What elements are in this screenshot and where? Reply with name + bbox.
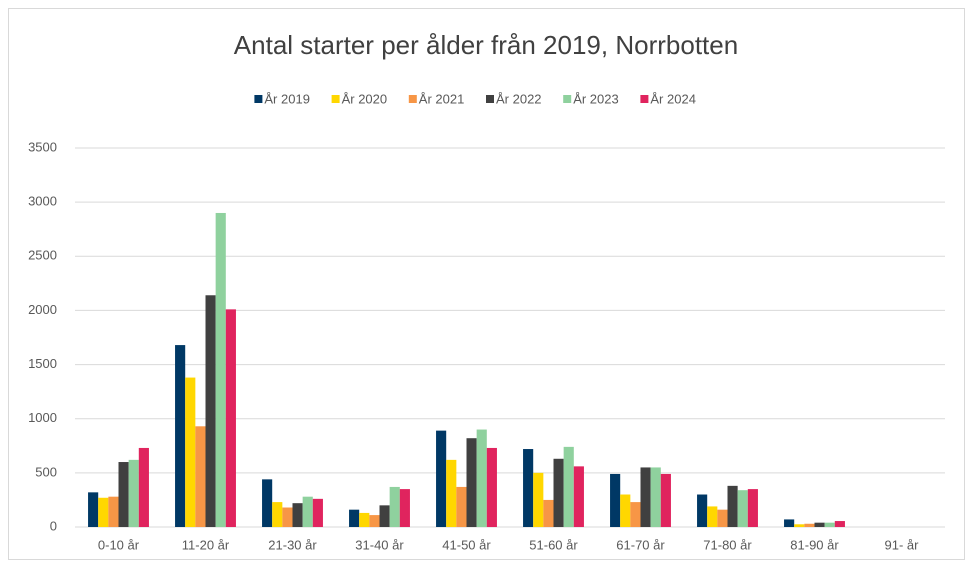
legend-swatch — [563, 95, 572, 103]
bar — [573, 466, 584, 527]
bar — [476, 429, 487, 527]
bar — [272, 502, 283, 527]
legend-label: År 2024 — [650, 91, 696, 106]
x-tick-label: 81-90 år — [790, 537, 839, 552]
bar — [262, 479, 273, 527]
bar — [185, 377, 196, 527]
bar — [486, 447, 497, 527]
bar — [794, 524, 805, 527]
legend-swatch — [486, 95, 494, 103]
bar — [717, 509, 728, 527]
legend-swatch — [408, 95, 417, 103]
bar — [436, 430, 447, 527]
legend-swatch — [254, 95, 263, 103]
bar — [630, 502, 641, 527]
bar — [98, 497, 109, 527]
bar — [456, 486, 467, 527]
bar — [446, 459, 457, 527]
bar — [610, 473, 621, 527]
legend-label: År 2023 — [573, 91, 619, 106]
bar — [553, 458, 564, 527]
y-tick-label: 1000 — [28, 410, 57, 425]
x-tick-label: 71-80 år — [703, 537, 752, 552]
legend-swatch — [331, 95, 340, 103]
bar — [225, 309, 236, 527]
bar — [466, 438, 477, 527]
bar — [660, 473, 671, 527]
y-tick-label: 500 — [35, 464, 57, 479]
bar — [175, 345, 186, 527]
bar — [784, 519, 795, 527]
bar — [620, 494, 631, 527]
bar — [814, 522, 825, 527]
y-tick-label: 3500 — [28, 139, 57, 154]
bar — [563, 446, 574, 527]
bar — [650, 467, 661, 527]
bar — [292, 503, 303, 527]
bar — [369, 515, 380, 527]
bar — [312, 498, 323, 527]
y-tick-label: 2000 — [28, 302, 57, 317]
bar — [824, 522, 835, 527]
x-tick-label: 41-50 år — [442, 537, 491, 552]
y-tick-label: 1500 — [28, 356, 57, 371]
bar — [128, 459, 139, 527]
bar — [697, 494, 708, 527]
legend-label: År 2022 — [496, 91, 542, 106]
bar — [533, 472, 544, 527]
legend-label: År 2020 — [342, 91, 388, 106]
y-tick-label: 0 — [50, 518, 57, 533]
x-tick-label: 91- år — [885, 537, 920, 552]
bar — [138, 447, 149, 527]
legend-swatch — [640, 95, 649, 103]
bar — [195, 426, 206, 527]
bar — [834, 521, 845, 527]
bar — [523, 449, 534, 527]
bar — [737, 490, 748, 527]
y-tick-label: 2500 — [28, 248, 57, 263]
bar — [205, 295, 216, 527]
bar — [543, 499, 554, 527]
x-tick-label: 61-70 år — [616, 537, 665, 552]
x-tick-label: 11-20 år — [182, 537, 230, 552]
bar — [747, 489, 758, 527]
bar — [118, 462, 129, 527]
legend-label: År 2019 — [264, 91, 310, 106]
bar — [359, 512, 370, 527]
x-tick-label: 51-60 år — [529, 537, 578, 552]
y-tick-label: 3000 — [28, 194, 57, 209]
bar — [399, 489, 410, 527]
chart-title: Antal starter per ålder från 2019, Norrb… — [234, 30, 738, 60]
bar — [640, 467, 651, 527]
bar — [804, 523, 815, 527]
bar — [282, 507, 293, 527]
x-tick-label: 21-30 år — [268, 537, 317, 552]
legend-label: År 2021 — [419, 91, 465, 106]
bar — [707, 506, 718, 527]
x-tick-label: 0-10 år — [98, 537, 140, 552]
bar — [302, 496, 313, 527]
x-tick-label: 31-40 år — [355, 537, 404, 552]
bar — [108, 496, 119, 527]
bar — [215, 212, 226, 527]
bar — [727, 485, 738, 527]
bar — [349, 509, 360, 527]
bar — [88, 492, 99, 527]
bar — [389, 486, 400, 527]
bar — [379, 505, 390, 527]
